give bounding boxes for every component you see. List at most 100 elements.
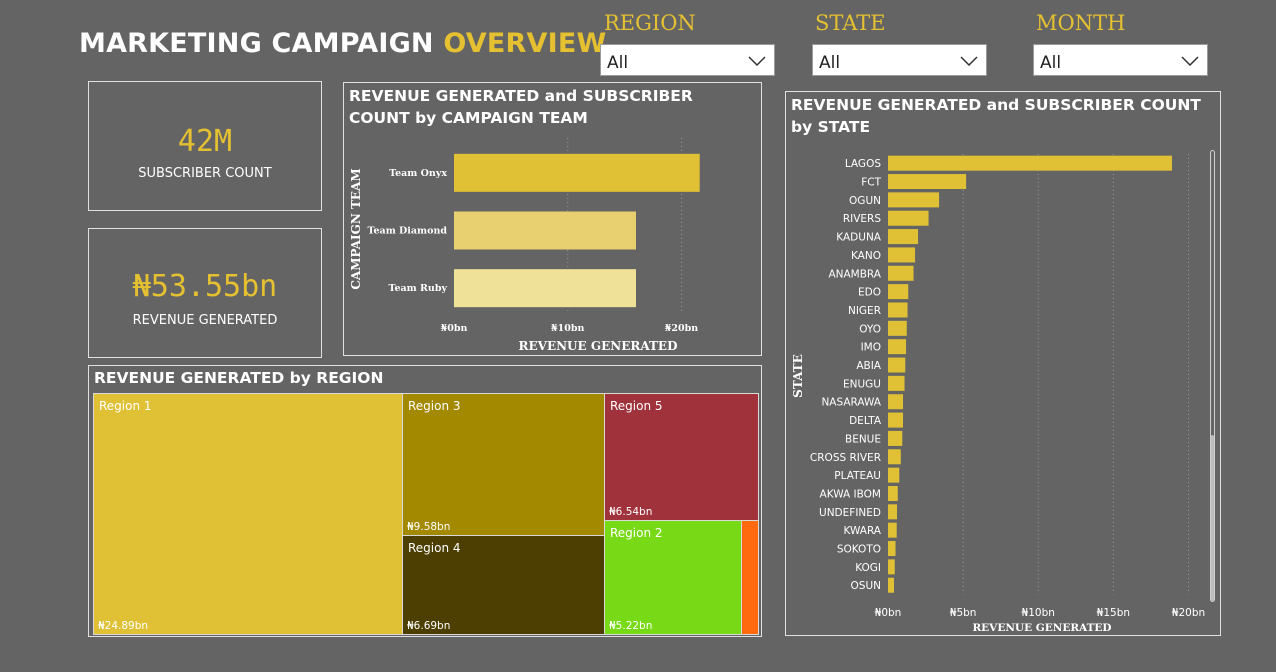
- revenue-generated-label: REVENUE GENERATED: [132, 313, 278, 328]
- bar: [888, 174, 967, 190]
- bar: [888, 192, 940, 208]
- y-tick-label: IMO: [861, 342, 881, 354]
- x-tick-label: ₦5bn: [950, 607, 977, 619]
- bar: [888, 339, 907, 355]
- treemap-tile-value: ₦24.89bn: [98, 620, 149, 632]
- state-chart-panel[interactable]: REVENUE GENERATED and SUBSCRIBER COUNT b…: [785, 91, 1221, 636]
- month-filter-value: All: [1040, 53, 1062, 73]
- x-tick-label: ₦0bn: [441, 323, 468, 334]
- treemap-tile-other[interactable]: [741, 520, 759, 635]
- region-treemap-panel[interactable]: REVENUE GENERATED by REGION Region 1 ₦24…: [88, 365, 762, 637]
- treemap-tile-region-5[interactable]: Region 5 ₦6.54bn: [604, 393, 759, 521]
- y-tick-label: ABIA: [856, 360, 881, 372]
- treemap-tile-region-1[interactable]: Region 1 ₦24.89bn: [93, 393, 403, 635]
- treemap-tile-value: ₦5.22bn: [609, 620, 653, 632]
- title-main: MARKETING CAMPAIGN: [79, 28, 434, 59]
- x-tick-label: ₦10bn: [1022, 607, 1055, 619]
- state-bar-chart: ₦0bn ₦5bn ₦10bn ₦15bn ₦20bn LAGOS FCT OGUN RIVER…: [791, 154, 1205, 634]
- bar: [888, 577, 895, 593]
- y-tick-label: KADUNA: [836, 232, 882, 244]
- state-chart-scrollbar[interactable]: [1210, 150, 1215, 602]
- x-tick-label: ₦20bn: [1172, 607, 1205, 619]
- y-tick-label: SOKOTO: [837, 544, 881, 556]
- treemap-tile-value: ₦9.58bn: [407, 521, 451, 533]
- treemap-tile-region-2[interactable]: Region 2 ₦5.22bn: [604, 520, 742, 635]
- bar: [888, 229, 919, 245]
- bar: [888, 394, 904, 410]
- treemap-tile-value: ₦6.54bn: [609, 506, 653, 518]
- region-filter-value: All: [607, 53, 629, 73]
- x-tick-label: ₦15bn: [1097, 607, 1130, 619]
- subscriber-count-card[interactable]: 42M SUBSCRIBER COUNT: [88, 81, 322, 211]
- campaign-team-chart-title: REVENUE GENERATED and SUBSCRIBER COUNT b…: [349, 87, 693, 127]
- month-filter-dropdown[interactable]: All: [1033, 44, 1208, 76]
- region-filter-dropdown[interactable]: All: [600, 44, 775, 76]
- bar: [454, 211, 636, 250]
- x-tick-label: ₦0bn: [875, 607, 902, 619]
- bar: [888, 504, 898, 520]
- x-axis-title: REVENUE GENERATED: [519, 339, 678, 353]
- y-tick-label: KOGI: [855, 562, 881, 574]
- bar: [888, 357, 906, 373]
- y-tick-label: AKWA IBOM: [820, 488, 881, 500]
- y-tick-label: EDO: [858, 287, 881, 299]
- region-filter-label: REGION: [604, 11, 696, 35]
- y-axis-title: CAMPAIGN TEAM: [349, 168, 363, 289]
- month-filter-label: MONTH: [1036, 11, 1126, 35]
- treemap-tile-label: Region 5: [610, 399, 663, 413]
- state-chart-title: REVENUE GENERATED and SUBSCRIBER COUNT b…: [791, 96, 1201, 136]
- y-tick-label: DELTA: [849, 415, 882, 427]
- y-tick-label: OYO: [859, 323, 881, 335]
- bar: [454, 153, 700, 192]
- y-tick-label: KWARA: [843, 525, 881, 537]
- y-tick-label: FCT: [861, 177, 881, 189]
- y-tick-label: NIGER: [848, 305, 881, 317]
- bar: [888, 284, 909, 300]
- bar: [888, 155, 1172, 171]
- title-accent: OVERVIEW: [443, 28, 607, 59]
- treemap-tile-region-3[interactable]: Region 3 ₦9.58bn: [402, 393, 605, 536]
- chevron-down-icon: [960, 56, 978, 66]
- campaign-team-bar-chart: ₦0bn ₦10bn ₦20bn Team Onyx Team Diamond Team …: [349, 138, 700, 353]
- bar: [888, 412, 904, 428]
- y-tick-label: UNDEFINED: [819, 507, 881, 519]
- y-tick-label: BENUE: [845, 433, 881, 445]
- x-tick-label: ₦10bn: [551, 323, 584, 334]
- y-tick-label: Team Onyx: [389, 168, 447, 179]
- y-tick-label: LAGOS: [845, 158, 881, 170]
- y-tick-label: NASARAWA: [821, 397, 881, 409]
- state-filter-dropdown[interactable]: All: [812, 44, 987, 76]
- x-axis-title: REVENUE GENERATED: [972, 622, 1111, 634]
- chevron-down-icon: [748, 56, 766, 66]
- bar: [888, 522, 897, 538]
- treemap-tile-label: Region 2: [610, 526, 663, 540]
- state-filter-value: All: [819, 53, 841, 73]
- y-tick-label: Team Diamond: [368, 226, 448, 237]
- bar: [888, 210, 929, 226]
- bar: [888, 265, 914, 281]
- chevron-down-icon: [1181, 56, 1199, 66]
- treemap-tile-label: Region 1: [99, 399, 152, 413]
- bar: [888, 541, 896, 557]
- y-tick-label: PLATEAU: [834, 470, 881, 482]
- revenue-generated-card[interactable]: ₦53.55bn REVENUE GENERATED: [88, 228, 322, 358]
- x-tick-label: ₦20bn: [665, 323, 698, 334]
- treemap-tile-label: Region 3: [408, 399, 461, 413]
- bar: [888, 320, 907, 336]
- region-treemap-title: REVENUE GENERATED by REGION: [94, 369, 384, 387]
- subscriber-count-label: SUBSCRIBER COUNT: [138, 166, 272, 181]
- y-tick-label: Team Ruby: [388, 283, 447, 294]
- y-tick-label: CROSS RIVER: [810, 452, 881, 464]
- y-tick-label: ANAMBRA: [828, 268, 881, 280]
- bar: [888, 375, 905, 391]
- bar: [888, 485, 898, 501]
- treemap-tile-region-4[interactable]: Region 4 ₦6.69bn: [402, 535, 605, 635]
- revenue-generated-value: ₦53.55bn: [132, 269, 278, 304]
- y-tick-label: RIVERS: [843, 213, 882, 225]
- bar: [888, 449, 901, 465]
- scrollbar-thumb[interactable]: [1211, 435, 1214, 601]
- campaign-team-chart-panel[interactable]: REVENUE GENERATED and SUBSCRIBER COUNT b…: [343, 82, 762, 356]
- bar: [888, 467, 900, 483]
- y-axis-title: STATE: [791, 354, 805, 398]
- bar: [888, 559, 895, 575]
